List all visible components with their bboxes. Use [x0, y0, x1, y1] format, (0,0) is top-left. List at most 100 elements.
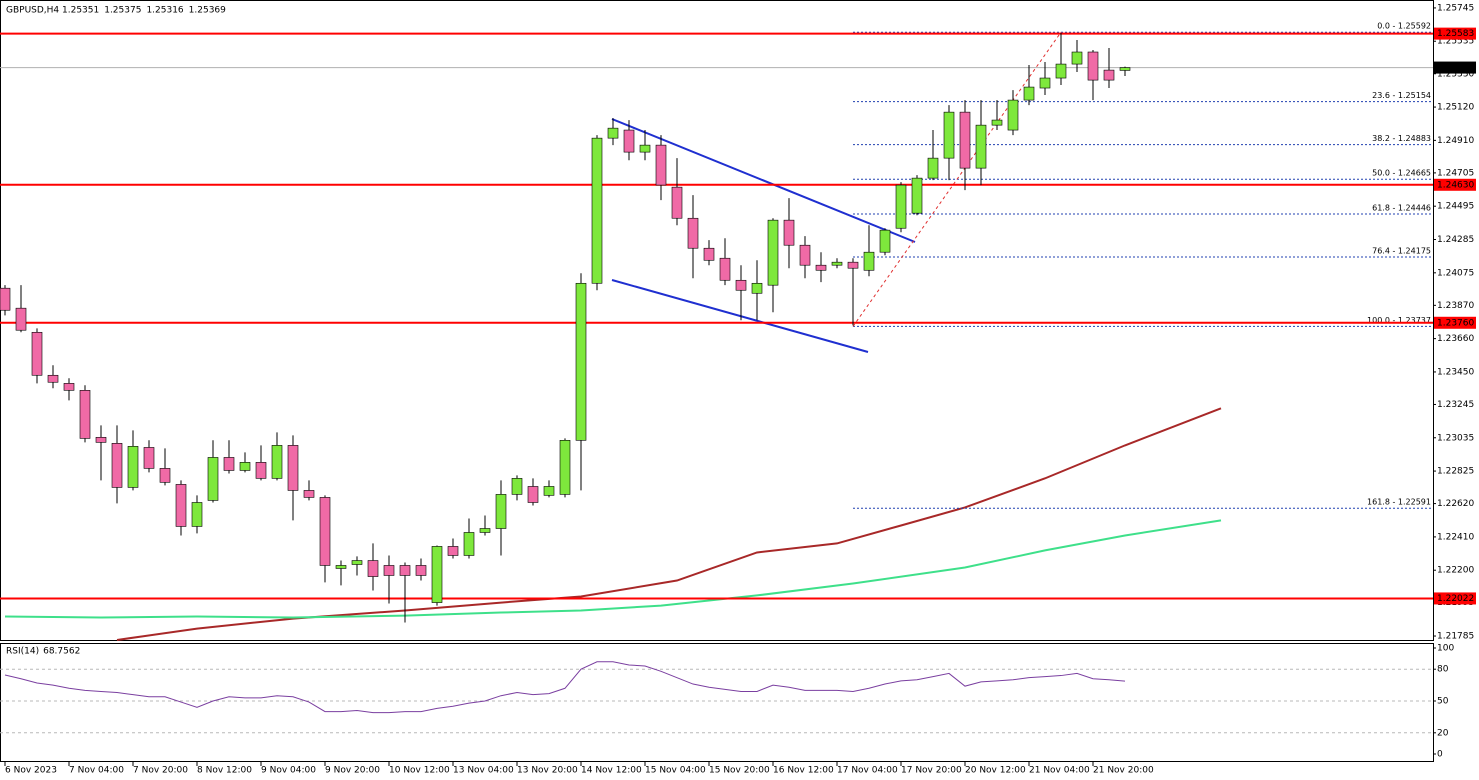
x-tick-label: 17 Nov 04:00 — [837, 766, 898, 776]
candle-body — [223, 457, 235, 471]
x-tick-label: 7 Nov 20:00 — [133, 766, 188, 776]
fib-label: 76.4 - 1.24175 — [1372, 246, 1431, 255]
candle-body — [447, 546, 459, 556]
x-tick-label: 7 Nov 04:00 — [69, 766, 124, 776]
fib-label: 38.2 - 1.24883 — [1372, 134, 1431, 143]
candle-body — [207, 457, 219, 501]
candle-body — [191, 502, 203, 527]
candle-body — [1119, 67, 1131, 71]
candle-body — [687, 217, 699, 249]
x-tick-label: 15 Nov 04:00 — [645, 766, 706, 776]
x-tick-label: 10 Nov 12:00 — [389, 766, 450, 776]
candle-body — [319, 497, 331, 566]
candle-body — [175, 484, 187, 527]
x-tick-label: 8 Nov 12:00 — [197, 766, 252, 776]
candle-body — [1023, 86, 1035, 101]
candle-body — [159, 468, 171, 483]
candle-body — [511, 478, 523, 495]
main-panel — [0, 0, 1434, 641]
candle-body — [831, 261, 843, 266]
level-label: 1.24630 — [1437, 180, 1474, 190]
x-tick-label: 20 Nov 12:00 — [965, 766, 1026, 776]
y-tick-label: 1.24705 — [1437, 168, 1474, 178]
candle-body — [607, 127, 619, 139]
candle-body — [895, 184, 907, 229]
candle-body — [623, 129, 635, 153]
y-tick-label: 1.25745 — [1437, 3, 1474, 13]
y-tick-label: 1.24495 — [1437, 202, 1474, 212]
x-tick-label: 13 Nov 20:00 — [517, 766, 578, 776]
rsi-tick-label: 50 — [1437, 697, 1449, 707]
candle-body — [751, 282, 763, 294]
y-tick-label: 1.25330 — [1437, 69, 1474, 79]
candle-body — [495, 494, 507, 529]
candle-body — [927, 157, 939, 179]
candle-body — [991, 119, 1003, 126]
y-tick-label: 1.22410 — [1437, 532, 1474, 542]
candle-body — [63, 383, 75, 391]
x-tick-label: 16 Nov 12:00 — [773, 766, 834, 776]
candle-body — [703, 247, 715, 261]
candle-body — [847, 261, 859, 269]
level-box — [1434, 316, 1476, 329]
candle-body — [1055, 63, 1067, 79]
candle-body — [1071, 51, 1083, 65]
candle-body — [415, 565, 427, 576]
fib-trend — [852, 31, 1062, 327]
y-tick-label: 1.25535 — [1437, 37, 1474, 47]
candle-body — [975, 124, 987, 169]
x-tick-label: 14 Nov 12:00 — [581, 766, 642, 776]
y-tick-label: 1.22620 — [1437, 499, 1474, 509]
candle-body — [351, 560, 363, 565]
symbol: GBPUSD,H4 — [6, 6, 59, 16]
candle-body — [863, 251, 875, 271]
candle-body — [543, 486, 555, 496]
y-tick-label: 1.21785 — [1437, 632, 1474, 642]
rsi-tick-label: 80 — [1437, 665, 1449, 675]
candle-body — [287, 445, 299, 491]
candle-body — [399, 565, 411, 576]
candle-body — [527, 486, 539, 503]
candle-body — [1103, 69, 1115, 81]
candle-body — [383, 565, 395, 576]
rsi-panel — [0, 643, 1434, 762]
price-label: 1.25369 — [1437, 63, 1474, 73]
x-tick-label: 21 Nov 04:00 — [1029, 766, 1090, 776]
y-tick-label: 1.23035 — [1437, 433, 1474, 443]
x-tick-label: 21 Nov 20:00 — [1093, 766, 1154, 776]
level-box — [1434, 27, 1476, 40]
candle-body — [639, 144, 651, 153]
y-tick-label: 1.25120 — [1437, 103, 1474, 113]
candle-body — [143, 447, 155, 469]
candle-body — [783, 219, 795, 246]
level-label: 1.22022 — [1437, 594, 1474, 604]
fib-label: 23.6 - 1.25154 — [1372, 91, 1431, 100]
x-tick-label: 9 Nov 20:00 — [325, 766, 380, 776]
candle-body — [47, 374, 59, 383]
rsi-name: RSI(14) — [6, 647, 39, 657]
candle-body — [15, 307, 27, 331]
candle-body — [239, 462, 251, 471]
candle-body — [655, 144, 667, 186]
rsi-tick-label: 0 — [1437, 750, 1443, 760]
y-tick-label: 1.24285 — [1437, 235, 1474, 245]
candle-body — [735, 279, 747, 291]
rsi-tick-label: 20 — [1437, 728, 1449, 738]
candle-body — [111, 443, 123, 488]
candle-body — [799, 244, 811, 266]
candle-body — [303, 490, 315, 498]
y-tick-label: 1.22200 — [1437, 566, 1474, 576]
y-tick-label: 1.24075 — [1437, 268, 1474, 278]
fib-label: 161.8 - 1.22591 — [1367, 498, 1431, 507]
candle-body — [95, 436, 107, 443]
candle-body — [31, 331, 43, 376]
candle-body — [815, 264, 827, 271]
candle-body — [591, 137, 603, 284]
moving-average — [4, 519, 1222, 619]
x-tick-label: 6 Nov 2023 — [5, 766, 57, 776]
candle-body — [127, 446, 139, 488]
level-box — [1434, 178, 1476, 191]
channel-lower — [611, 279, 869, 353]
candle-body — [463, 532, 475, 556]
candle-body — [943, 111, 955, 159]
